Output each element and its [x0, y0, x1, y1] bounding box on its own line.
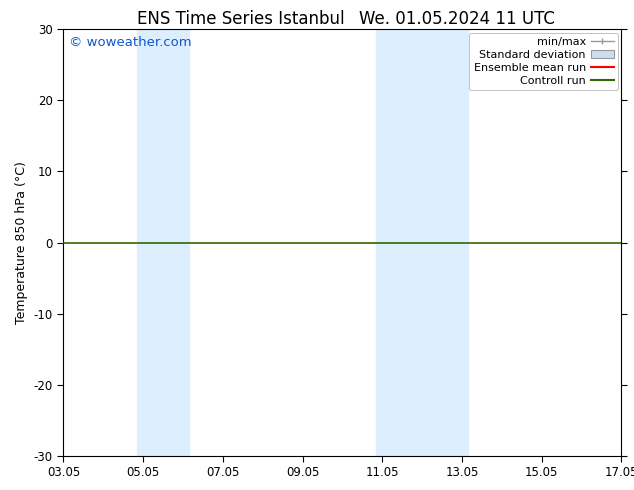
- Legend: min/max, Standard deviation, Ensemble mean run, Controll run: min/max, Standard deviation, Ensemble me…: [469, 33, 618, 90]
- Y-axis label: Temperature 850 hPa (°C): Temperature 850 hPa (°C): [15, 161, 28, 324]
- Bar: [376, 29, 468, 456]
- Text: We. 01.05.2024 11 UTC: We. 01.05.2024 11 UTC: [359, 10, 554, 28]
- Bar: [137, 29, 189, 456]
- Text: ENS Time Series Istanbul: ENS Time Series Istanbul: [137, 10, 345, 28]
- Text: © woweather.com: © woweather.com: [69, 36, 191, 49]
